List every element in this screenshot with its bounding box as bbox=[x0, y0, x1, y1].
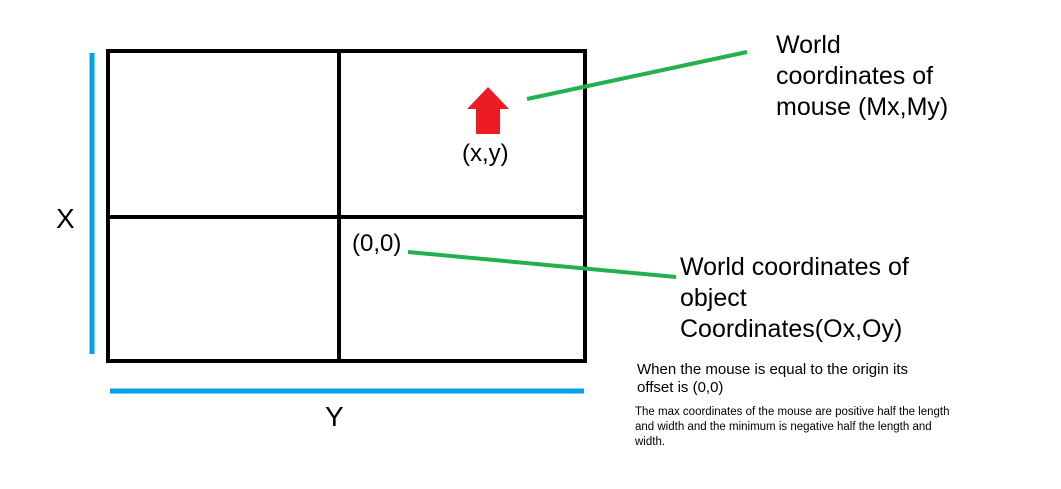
object-world-coordinates-label: World coordinates of object Coordinates(… bbox=[680, 252, 909, 345]
mouse-desc-line-2: coordinates of bbox=[776, 62, 934, 90]
max-note-line-1: The max coordinates of the mouse are pos… bbox=[635, 406, 950, 418]
red-up-arrow-icon bbox=[467, 87, 509, 134]
mouse-desc-line-1: World bbox=[776, 31, 841, 59]
origin-pointer-line bbox=[407, 250, 677, 279]
origin-note-line-1: When the mouse is equal to the origin it… bbox=[637, 361, 908, 378]
object-desc-line-3: Coordinates(Ox,Oy) bbox=[680, 315, 903, 343]
mouse-point-label: (x,y) bbox=[462, 140, 509, 167]
max-min-note: The max coordinates of the mouse are pos… bbox=[635, 405, 950, 450]
mouse-desc-line-3: mouse (Mx,My) bbox=[776, 93, 949, 121]
x-axis-label: X bbox=[56, 203, 75, 234]
origin-point-label: (0,0) bbox=[352, 230, 402, 257]
object-desc-line-2: object bbox=[680, 284, 747, 312]
world-grid-border bbox=[106, 49, 587, 363]
object-desc-line-1: World coordinates of bbox=[680, 253, 909, 281]
origin-offset-note: When the mouse is equal to the origin it… bbox=[637, 361, 908, 397]
max-note-line-2: and width and the minimum is negative ha… bbox=[635, 421, 932, 433]
origin-note-line-2: offset is (0,0) bbox=[637, 379, 724, 396]
max-note-line-3: width. bbox=[635, 436, 666, 448]
mouse-pointer-line bbox=[526, 50, 748, 101]
mouse-world-coordinates-label: World coordinates of mouse (Mx,My) bbox=[776, 30, 948, 123]
y-axis-label: Y bbox=[325, 401, 344, 432]
